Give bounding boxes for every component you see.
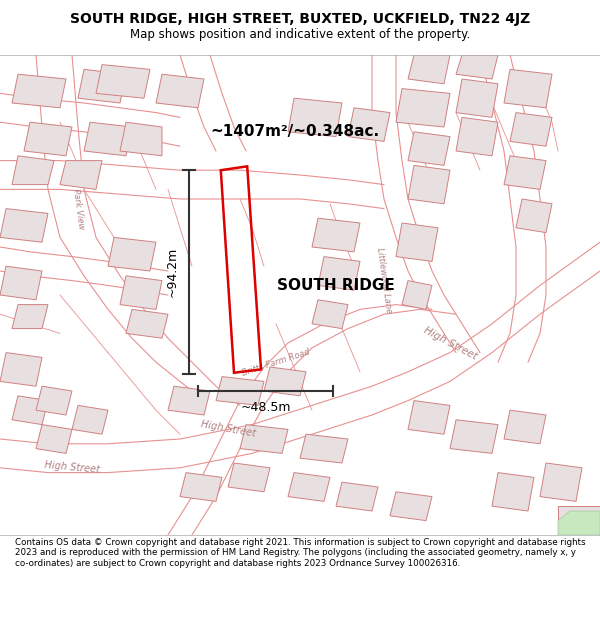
Polygon shape <box>120 276 162 309</box>
Polygon shape <box>348 107 390 141</box>
Polygon shape <box>180 472 222 501</box>
Polygon shape <box>288 98 342 137</box>
Polygon shape <box>558 511 600 535</box>
Polygon shape <box>408 166 450 204</box>
Polygon shape <box>216 377 264 406</box>
Polygon shape <box>36 424 72 453</box>
Polygon shape <box>96 64 150 98</box>
Polygon shape <box>390 492 432 521</box>
Text: Map shows position and indicative extent of the property.: Map shows position and indicative extent… <box>130 28 470 41</box>
Polygon shape <box>504 410 546 444</box>
Polygon shape <box>0 352 42 386</box>
Polygon shape <box>300 434 348 463</box>
Polygon shape <box>540 463 582 501</box>
Polygon shape <box>228 463 270 492</box>
Polygon shape <box>396 89 450 127</box>
Polygon shape <box>108 238 156 271</box>
Polygon shape <box>456 55 498 79</box>
Polygon shape <box>288 472 330 501</box>
Text: High Street: High Street <box>200 419 256 439</box>
Polygon shape <box>492 472 534 511</box>
Polygon shape <box>168 386 210 415</box>
Text: ~48.5m: ~48.5m <box>240 401 291 414</box>
Polygon shape <box>72 406 108 434</box>
Text: SOUTH RIDGE, HIGH STREET, BUXTED, UCKFIELD, TN22 4JZ: SOUTH RIDGE, HIGH STREET, BUXTED, UCKFIE… <box>70 12 530 26</box>
Polygon shape <box>240 424 288 453</box>
Text: SOUTH RIDGE: SOUTH RIDGE <box>277 278 395 293</box>
Text: Britts Farm Road: Britts Farm Road <box>241 347 311 378</box>
Polygon shape <box>36 386 72 415</box>
Polygon shape <box>408 401 450 434</box>
Polygon shape <box>408 55 450 84</box>
Polygon shape <box>12 304 48 329</box>
Polygon shape <box>60 161 102 189</box>
Polygon shape <box>318 257 360 290</box>
Polygon shape <box>558 506 600 535</box>
Polygon shape <box>504 156 546 189</box>
Polygon shape <box>504 69 552 108</box>
Polygon shape <box>12 74 66 108</box>
Polygon shape <box>0 266 42 300</box>
Text: Park View: Park View <box>71 188 85 229</box>
Polygon shape <box>516 199 552 232</box>
Polygon shape <box>0 209 48 242</box>
Polygon shape <box>12 396 48 424</box>
Polygon shape <box>312 218 360 252</box>
Polygon shape <box>156 74 204 108</box>
Text: ~94.2m: ~94.2m <box>165 247 178 298</box>
Polygon shape <box>408 132 450 166</box>
Polygon shape <box>120 122 162 156</box>
Polygon shape <box>450 420 498 453</box>
Text: ~1407m²/~0.348ac.: ~1407m²/~0.348ac. <box>210 124 379 139</box>
Polygon shape <box>396 223 438 261</box>
Polygon shape <box>78 69 126 103</box>
Polygon shape <box>84 122 132 156</box>
Polygon shape <box>126 309 168 338</box>
Polygon shape <box>264 367 306 396</box>
Polygon shape <box>312 300 348 329</box>
Text: High Street: High Street <box>422 325 478 361</box>
Polygon shape <box>402 281 432 309</box>
Polygon shape <box>456 118 498 156</box>
Polygon shape <box>336 482 378 511</box>
Text: Littlewood Lane: Littlewood Lane <box>375 247 393 314</box>
Text: Contains OS data © Crown copyright and database right 2021. This information is : Contains OS data © Crown copyright and d… <box>15 538 586 568</box>
Polygon shape <box>12 156 54 184</box>
Polygon shape <box>24 122 72 156</box>
Polygon shape <box>456 79 498 118</box>
Polygon shape <box>510 112 552 146</box>
Text: High Street: High Street <box>44 461 100 475</box>
